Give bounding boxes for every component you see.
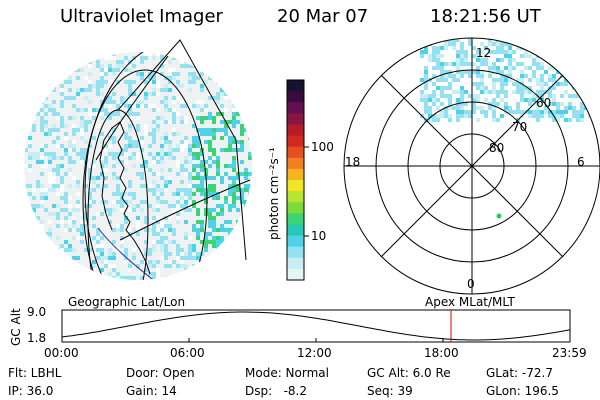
timeline-ytick-bottom: 1.8 (27, 331, 47, 345)
polar-plot (343, 37, 600, 295)
info-glat: GLat: -72.7 (486, 366, 553, 380)
lon-grid-line (117, 39, 247, 261)
polar-label-0: 0 (467, 277, 475, 291)
info-gc-alt: GC Alt: 6.0 Re (367, 366, 451, 380)
info-filter: Flt: LBHL (8, 366, 62, 380)
timeline-xtick: 00:00 (44, 346, 79, 360)
lat-grid-line (119, 179, 251, 241)
timeline-plot (61, 309, 571, 343)
info-seq: Seq: 39 (367, 384, 413, 398)
lat-label-80: 80 (489, 141, 505, 155)
date-label: 20 Mar 07 (277, 6, 369, 27)
polar-label-12: 12 (476, 46, 492, 60)
lat-label-60: 60 (536, 96, 552, 110)
timeline-xtick: 23:59 (552, 346, 587, 360)
instrument-title: Ultraviolet Imager (60, 6, 223, 27)
info-glon: GLon: 196.5 (486, 384, 559, 398)
polar-axis (380, 74, 564, 258)
timeline-axis-label: GC Alt (9, 308, 23, 346)
info-ip: IP: 36.0 (8, 384, 54, 398)
timeline-ytick-top: 9.0 (27, 305, 47, 319)
timeline-left-title: Geographic Lat/Lon (68, 295, 186, 309)
coastline (103, 121, 151, 275)
coastline (99, 139, 113, 231)
colorbar-unit: photon cm⁻²s⁻¹ (267, 147, 281, 240)
terminator-line (97, 227, 161, 280)
info-gain: Gain: 14 (126, 384, 177, 398)
info-dsp: Dsp: -8.2 (245, 384, 308, 398)
colorbar-tick-10: 10 (311, 229, 327, 243)
polar-label-6: 6 (577, 155, 585, 169)
timeline-xtick: 18:00 (424, 346, 459, 360)
info-door: Door: Open (126, 366, 195, 380)
timeline-xtick: 06:00 (170, 346, 205, 360)
timeline-right-title: Apex MLat/MLT (425, 295, 515, 309)
info-mode: Mode: Normal (245, 366, 329, 380)
timeline-xtick: 12:00 (297, 346, 332, 360)
lon-grid-line (84, 52, 252, 280)
colorbar-tick-100: 100 (311, 140, 334, 154)
lon-grid-line (82, 69, 208, 280)
polar-label-18: 18 (345, 155, 361, 169)
lat-label-70: 70 (512, 120, 528, 134)
time-label: 18:21:56 UT (430, 6, 541, 27)
color-bar (286, 79, 309, 281)
